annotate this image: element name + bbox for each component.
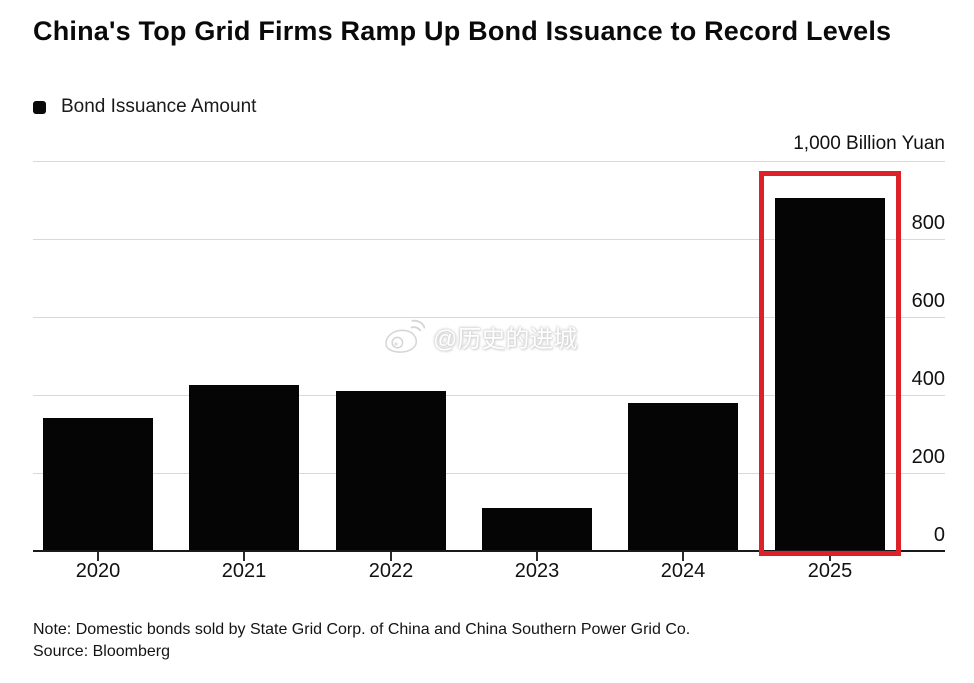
bar-2020	[43, 418, 153, 551]
legend-swatch-icon	[33, 100, 46, 114]
x-tick-label-2022: 2022	[368, 560, 414, 582]
gridline-400	[33, 395, 945, 396]
bar-2022	[336, 391, 446, 551]
x-tick-label-2020: 2020	[75, 560, 121, 582]
y-tick-label-600: 600	[911, 290, 945, 312]
chart-title: China's Top Grid Firms Ramp Up Bond Issu…	[33, 16, 892, 46]
gridline-1000	[33, 161, 945, 162]
bar-2025	[775, 198, 885, 551]
gridline-800	[33, 239, 945, 240]
x-tick-label-2023: 2023	[514, 560, 560, 582]
x-tick-2025	[829, 551, 831, 561]
bar-2024	[628, 403, 738, 551]
y-tick-label-200: 200	[911, 446, 945, 468]
x-tick-2021	[243, 551, 245, 561]
x-tick-2023	[536, 551, 538, 561]
x-tick-2024	[682, 551, 684, 561]
y-axis-unit-label: 1,000 Billion Yuan	[793, 133, 945, 154]
note-text: Note: Domestic bonds sold by State Grid …	[33, 621, 691, 638]
y-tick-label-800: 800	[911, 212, 945, 234]
highlight-box-2025	[759, 171, 901, 556]
footnotes: Note: Domestic bonds sold by State Grid …	[33, 619, 690, 663]
x-axis-line	[33, 550, 945, 552]
legend-label: Bond Issuance Amount	[61, 96, 257, 117]
bar-2021	[189, 385, 299, 551]
x-tick-label-2021: 2021	[221, 560, 267, 582]
watermark: @历史的进城	[383, 318, 577, 354]
x-tick-label-2024: 2024	[660, 560, 706, 582]
source-text: Source: Bloomberg	[33, 643, 170, 660]
watermark-text: @历史的进城	[433, 325, 578, 353]
y-tick-label-400: 400	[911, 368, 945, 390]
x-tick-2022	[390, 551, 392, 561]
gridline-600	[33, 317, 945, 318]
bar-2023	[482, 508, 592, 551]
legend: Bond Issuance Amount	[33, 96, 256, 118]
weibo-icon	[385, 319, 425, 353]
y-tick-label-0: 0	[933, 524, 945, 546]
gridline-200	[33, 473, 945, 474]
x-tick-2020	[97, 551, 99, 561]
x-tick-label-2025: 2025	[807, 560, 853, 582]
